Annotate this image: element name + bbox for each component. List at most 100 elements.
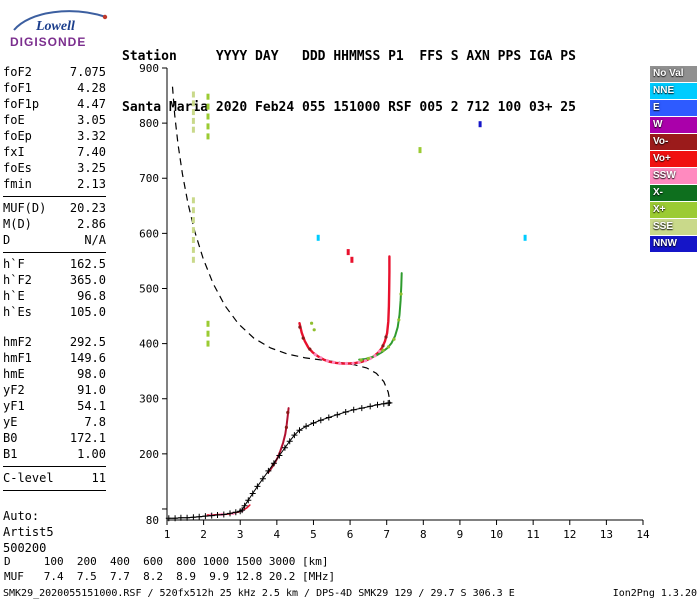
scatter-mark: [206, 93, 210, 100]
param-row-foe: foE 3.05: [3, 112, 106, 128]
echo-dot: [312, 328, 316, 332]
param-label: MUF(D): [3, 201, 47, 215]
param-label: D: [3, 233, 11, 247]
param-label: h`F2: [3, 273, 32, 287]
status-file-info: SMK29_2020055151000.RSF / 520fx512h 25 k…: [3, 588, 515, 599]
param-label: foF1p: [3, 97, 40, 111]
scatter-mark: [191, 109, 195, 116]
legend-item-ssw: SSW: [650, 168, 697, 184]
param-value: 3.32: [77, 129, 106, 143]
station-header: Station YYYY DAY DDD HHMMSS P1 FFS S AXN…: [122, 14, 576, 150]
scatter-mark: [206, 123, 210, 130]
param-row-fof2: foF2 7.075: [3, 64, 106, 80]
y-tick-label: 200: [139, 448, 159, 461]
legend-item-sse: SSE: [650, 219, 697, 235]
param-row-auto: Auto:: [3, 508, 106, 524]
param-value: 20.23: [69, 201, 106, 215]
param-row-hmf2: hmF2 292.5: [3, 334, 106, 350]
profile-plus-markers: [165, 399, 393, 522]
param-value: 292.5: [69, 335, 106, 349]
param-row-fof1: foF1 4.28: [3, 80, 106, 96]
param-value: 4.28: [77, 81, 106, 95]
muf-transmission-curve: [171, 86, 391, 404]
legend-item-nne: NNE: [650, 83, 697, 99]
param-row-b1: B1 1.00: [3, 446, 106, 462]
legend-label: X+: [653, 204, 666, 215]
param-label: hmE: [3, 367, 25, 381]
legend-label: NNE: [653, 85, 675, 96]
scatter-mark: [191, 237, 195, 243]
scatter-mark: [523, 234, 527, 241]
x-tick-label: 9: [457, 528, 464, 541]
param-value: 91.0: [77, 383, 106, 397]
legend-item-x-: X-: [650, 185, 697, 201]
param-label: B0: [3, 431, 18, 445]
header-field-values: Santa Maria 2020 Feb24 055 151000 RSF 00…: [122, 100, 576, 115]
plot-axes: [162, 67, 644, 525]
scatter-mark: [191, 197, 195, 204]
param-label: h`F: [3, 257, 25, 271]
scatter-mark: [191, 246, 195, 253]
logo-digisonde-text: DIGISONDE: [10, 35, 86, 49]
param-row-ye: yE 7.8: [3, 414, 106, 430]
x-tick-label: 1: [164, 528, 171, 541]
logo-graphic: Lowell DIGISONDE: [10, 10, 108, 49]
param-value: 11: [91, 471, 106, 485]
trace-F2-layer-X-mode: [358, 272, 403, 361]
x-tick-label: 2: [200, 528, 207, 541]
param-row-hf: h`F 162.5: [3, 256, 106, 272]
scatter-mark: [191, 91, 195, 98]
vo-plus-specks: [346, 249, 354, 263]
ssw-pink-echoes: [209, 349, 381, 517]
scatter-mark: [346, 249, 350, 256]
param-label: fxI: [3, 145, 25, 159]
scatter-mark: [350, 256, 354, 263]
legend-item-vo+: Vo+: [650, 151, 697, 167]
y-tick-label: 300: [139, 393, 159, 406]
echo-dot: [399, 292, 403, 296]
param-label: foEp: [3, 129, 32, 143]
status-program-version: Ion2Png 1.3.20: [612, 588, 697, 599]
param-separator: [3, 466, 106, 467]
param-label: foEs: [3, 161, 32, 175]
echo-dot: [373, 354, 377, 358]
distance-muf-table: D 100 200 400 600 800 1000 1500 3000 [km…: [4, 554, 335, 584]
param-row-yf1: yF1 54.1: [3, 398, 106, 414]
param-value: 7.40: [77, 145, 106, 159]
echo-dot: [381, 344, 385, 348]
header-field-names: Station YYYY DAY DDD HHMMSS P1 FFS S AXN…: [122, 49, 576, 64]
echo-dot: [351, 361, 355, 366]
logo-swoosh-icon: [13, 10, 107, 31]
x-tick-label: 8: [420, 528, 427, 541]
param-label: M(D): [3, 217, 32, 231]
legend-label: X-: [653, 187, 663, 198]
parameter-panel: foF2 7.075 foF1 4.28 foF1p 4.47 foE 3.05 foEp 3.3…: [3, 64, 106, 556]
x-tick-label: 13: [600, 528, 613, 541]
echo-dot: [392, 337, 396, 341]
echo-dot: [313, 353, 317, 357]
param-label: B1: [3, 447, 18, 461]
x-tick-label: 10: [490, 528, 503, 541]
param-label: yE: [3, 415, 18, 429]
scatter-mark: [206, 330, 210, 337]
y-tick-label: 600: [139, 227, 159, 240]
param-row-fof1p: foF1p 4.47: [3, 96, 106, 112]
legend-label: NNW: [653, 238, 677, 249]
legend-label: E: [653, 102, 660, 113]
param-label: yF1: [3, 399, 25, 413]
echo-dot: [384, 335, 388, 339]
scatter-mark: [316, 234, 320, 241]
param-label: foE: [3, 113, 25, 127]
param-value: 96.8: [77, 289, 106, 303]
echo-dot: [284, 425, 288, 429]
legend-item-w: W: [650, 117, 697, 133]
x-tick-label: 3: [237, 528, 244, 541]
scatter-mark: [191, 126, 195, 133]
param-label: h`Es: [3, 305, 32, 319]
nne-cyan-specks: [316, 234, 527, 241]
x-tick-label: 12: [563, 528, 576, 541]
param-value: 54.1: [77, 399, 106, 413]
x-tick-label: 6: [347, 528, 354, 541]
